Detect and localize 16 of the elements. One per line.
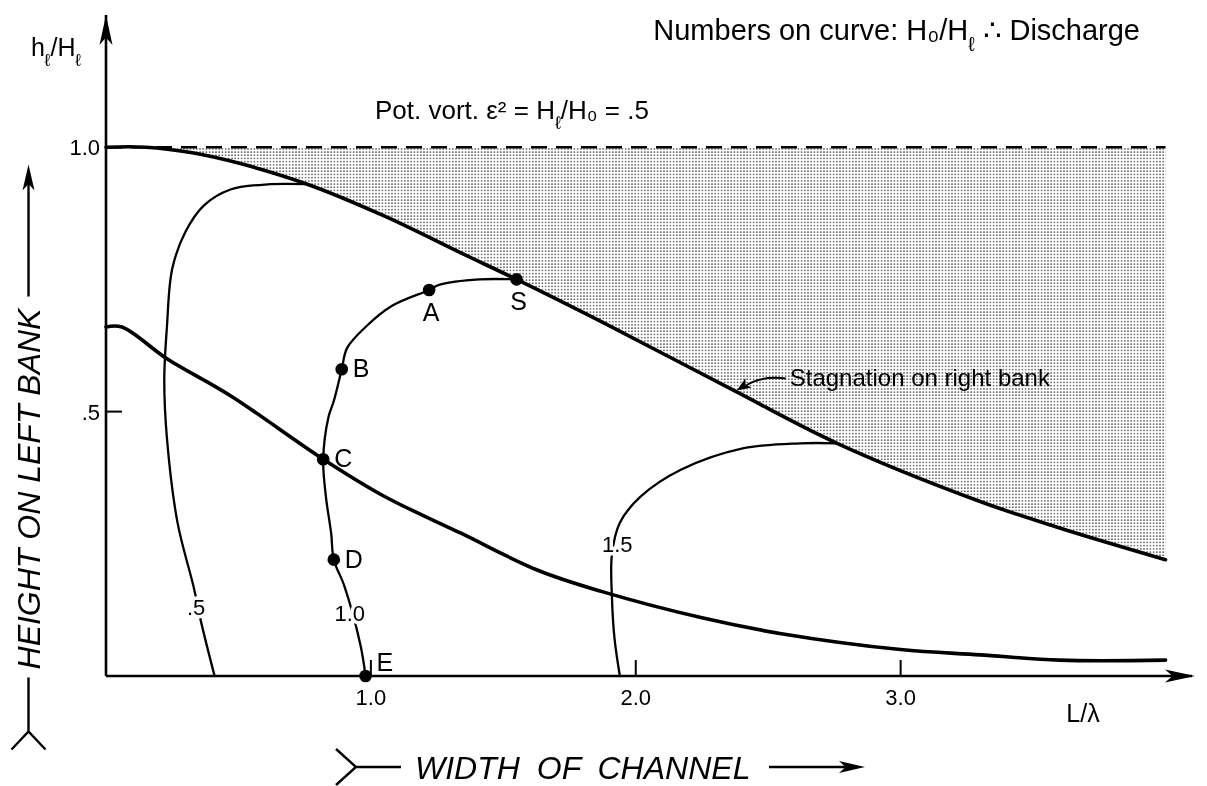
annotation: C bbox=[334, 444, 353, 473]
y-axis-title: HEIGHT ON LEFT BANK bbox=[11, 306, 47, 670]
annotation: S bbox=[510, 287, 527, 316]
annotation: A bbox=[422, 297, 440, 326]
chart-title: Numbers on curve: H₀/H$_{ℓ}$ ∴ Discharge bbox=[653, 14, 1140, 55]
annotation: E bbox=[376, 648, 394, 676]
x-tick-label: 3.0 bbox=[885, 685, 916, 710]
text: L/λ bbox=[1066, 699, 1101, 727]
x-axis-title: WIDTH OF CHANNEL bbox=[415, 750, 751, 786]
annotation: Stagnation on right bank bbox=[789, 364, 1051, 392]
text: Pot. vort. ε² = H$_{ℓ}$/H₀ = .5 bbox=[375, 95, 649, 133]
annotation: D bbox=[344, 544, 363, 573]
annotation: B bbox=[352, 354, 370, 383]
x-tick-label: 2.0 bbox=[620, 685, 652, 710]
text: h$_{ℓ}$/H$_{ℓ}$ bbox=[30, 33, 82, 70]
x-tick-label: 1.0 bbox=[355, 685, 387, 710]
